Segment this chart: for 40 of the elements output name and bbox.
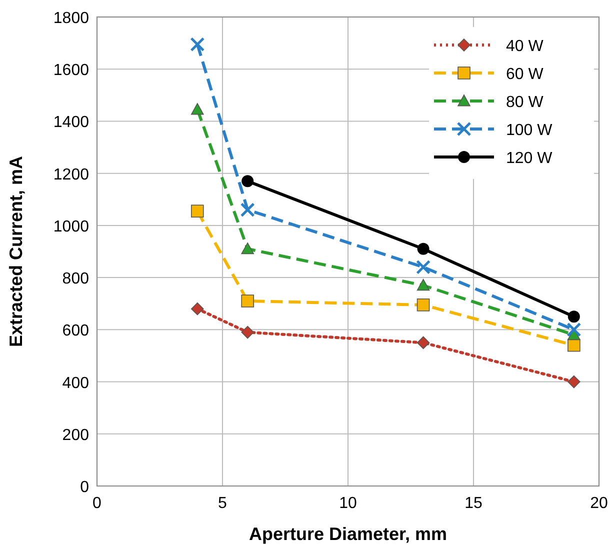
point (568, 310, 580, 323)
point (568, 375, 580, 388)
point (416, 298, 430, 312)
y-tick-label: 200 (62, 426, 90, 444)
point (241, 326, 254, 339)
legend-label: 80 W (506, 94, 544, 111)
x-tick-label: 15 (464, 495, 482, 512)
point (416, 260, 431, 274)
x-tick-label: 0 (92, 495, 102, 512)
point (240, 202, 255, 218)
point (566, 322, 582, 337)
point (417, 242, 430, 255)
y-tick-label: 800 (62, 270, 90, 288)
point (191, 103, 204, 115)
point (241, 242, 254, 254)
point (190, 37, 205, 52)
y-tick-label: 1200 (53, 166, 90, 184)
y-tick-label: 1800 (53, 10, 90, 27)
y-tick-label: 1600 (53, 62, 90, 80)
point (242, 175, 254, 188)
y-tick-label: 400 (62, 374, 90, 392)
point (191, 302, 204, 316)
point (568, 338, 580, 352)
y-tick-label: 1400 (53, 114, 90, 132)
x-axis-title: Aperture Diameter, mm (248, 524, 448, 544)
y-axis-title: Extracted Current, mA (6, 156, 26, 348)
legend-label: 100 W (506, 122, 554, 139)
y-tick-label: 1000 (53, 218, 90, 236)
legend-label: 60 W (506, 66, 544, 83)
x-tick-label: 10 (339, 495, 357, 512)
point (416, 336, 430, 350)
x-tick-label: 5 (218, 495, 228, 512)
x-tick-label: 20 (590, 495, 608, 512)
legend-label: 120 W (506, 150, 554, 167)
point (241, 294, 254, 308)
point (416, 278, 430, 291)
y-tick-label: 0 (80, 479, 90, 496)
y-tick-label: 600 (62, 322, 90, 340)
legend-label: 40 W (506, 38, 544, 55)
point (191, 204, 204, 218)
